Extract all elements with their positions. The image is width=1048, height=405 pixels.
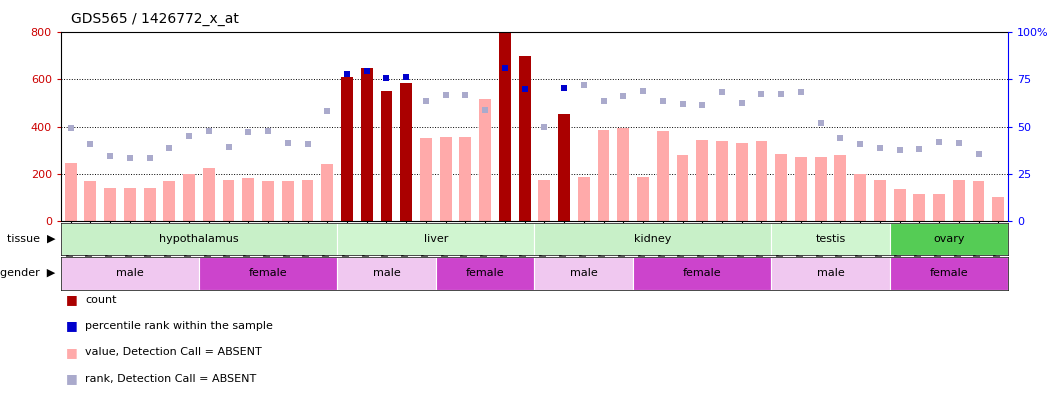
Text: male: male bbox=[570, 269, 597, 278]
Text: male: male bbox=[373, 269, 400, 278]
Bar bbox=[400, 83, 412, 221]
Bar bbox=[539, 179, 550, 221]
Bar bbox=[534, 257, 633, 290]
Bar bbox=[144, 188, 155, 221]
Bar bbox=[890, 223, 1008, 255]
Text: ■: ■ bbox=[66, 320, 78, 333]
Bar bbox=[420, 139, 432, 221]
Bar bbox=[992, 197, 1004, 221]
Text: gender  ▶: gender ▶ bbox=[0, 269, 56, 278]
Bar bbox=[104, 188, 116, 221]
Bar bbox=[933, 194, 945, 221]
Bar bbox=[124, 188, 136, 221]
Bar bbox=[436, 257, 534, 290]
Text: male: male bbox=[816, 269, 845, 278]
Bar bbox=[637, 177, 649, 221]
Text: ■: ■ bbox=[66, 346, 78, 359]
Bar bbox=[61, 257, 199, 290]
Bar bbox=[890, 257, 1008, 290]
Bar bbox=[559, 114, 570, 221]
Bar bbox=[163, 181, 175, 221]
Bar bbox=[814, 157, 827, 221]
Bar bbox=[282, 181, 293, 221]
Bar bbox=[459, 137, 472, 221]
Bar bbox=[597, 130, 610, 221]
Bar bbox=[499, 32, 510, 221]
Bar bbox=[771, 223, 890, 255]
Bar bbox=[696, 139, 708, 221]
Bar bbox=[756, 141, 767, 221]
Bar bbox=[341, 77, 353, 221]
Bar bbox=[262, 181, 274, 221]
Bar bbox=[302, 179, 313, 221]
Text: count: count bbox=[85, 295, 116, 305]
Text: testis: testis bbox=[815, 234, 846, 244]
Bar bbox=[894, 189, 905, 221]
Bar bbox=[199, 257, 337, 290]
Bar bbox=[534, 223, 771, 255]
Text: female: female bbox=[248, 269, 287, 278]
Bar bbox=[795, 157, 807, 221]
Text: ovary: ovary bbox=[933, 234, 965, 244]
Text: kidney: kidney bbox=[634, 234, 672, 244]
Bar bbox=[657, 131, 669, 221]
Bar bbox=[337, 257, 436, 290]
Text: female: female bbox=[683, 269, 722, 278]
Bar bbox=[183, 174, 195, 221]
Bar bbox=[834, 155, 847, 221]
Text: percentile rank within the sample: percentile rank within the sample bbox=[85, 321, 272, 331]
Bar bbox=[479, 100, 492, 221]
Bar bbox=[776, 153, 787, 221]
Bar bbox=[617, 128, 629, 221]
Text: female: female bbox=[465, 269, 504, 278]
Bar bbox=[203, 168, 215, 221]
Text: female: female bbox=[930, 269, 968, 278]
Bar bbox=[361, 68, 373, 221]
Bar bbox=[577, 177, 590, 221]
Text: GDS565 / 1426772_x_at: GDS565 / 1426772_x_at bbox=[71, 12, 239, 26]
Bar bbox=[914, 194, 925, 221]
Bar bbox=[973, 181, 984, 221]
Bar bbox=[222, 179, 235, 221]
Bar bbox=[716, 141, 728, 221]
Bar bbox=[854, 174, 866, 221]
Bar bbox=[953, 179, 965, 221]
Text: male: male bbox=[116, 269, 144, 278]
Text: value, Detection Call = ABSENT: value, Detection Call = ABSENT bbox=[85, 347, 262, 357]
Bar bbox=[85, 181, 96, 221]
Bar bbox=[61, 223, 337, 255]
Text: tissue  ▶: tissue ▶ bbox=[7, 234, 56, 244]
Bar bbox=[677, 155, 689, 221]
Bar bbox=[519, 56, 530, 221]
Bar bbox=[65, 163, 77, 221]
Bar bbox=[633, 257, 771, 290]
Text: ■: ■ bbox=[66, 293, 78, 306]
Bar bbox=[380, 91, 392, 221]
Bar bbox=[440, 137, 452, 221]
Text: liver: liver bbox=[423, 234, 447, 244]
Text: rank, Detection Call = ABSENT: rank, Detection Call = ABSENT bbox=[85, 374, 256, 384]
Bar bbox=[771, 257, 890, 290]
Bar bbox=[322, 164, 333, 221]
Text: hypothalamus: hypothalamus bbox=[159, 234, 239, 244]
Text: ■: ■ bbox=[66, 372, 78, 385]
Bar bbox=[242, 178, 255, 221]
Bar bbox=[874, 179, 886, 221]
Bar bbox=[736, 143, 747, 221]
Bar bbox=[337, 223, 534, 255]
